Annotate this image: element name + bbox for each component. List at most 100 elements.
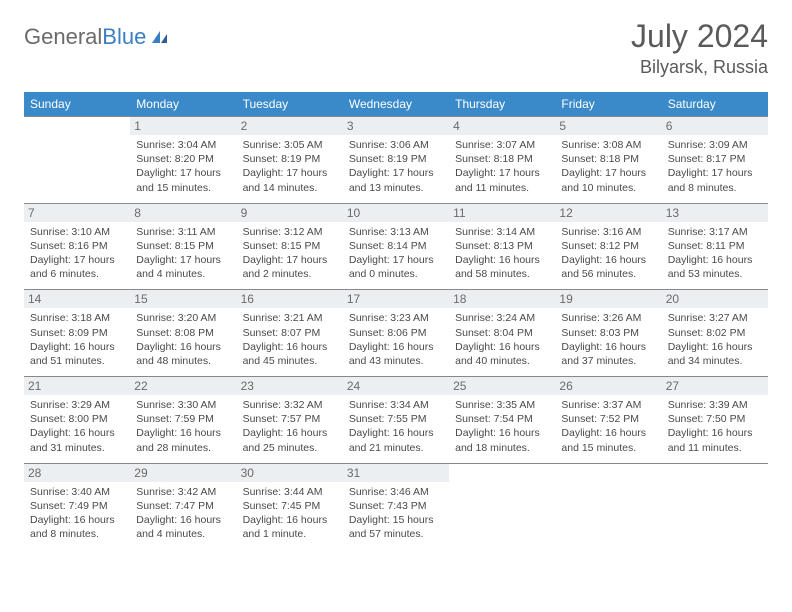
day-details: Sunrise: 3:37 AMSunset: 7:52 PMDaylight:… bbox=[561, 398, 655, 455]
day-number: 16 bbox=[237, 290, 343, 308]
sunrise-text: Sunrise: 3:14 AM bbox=[455, 225, 549, 239]
calendar-body: .1Sunrise: 3:04 AMSunset: 8:20 PMDayligh… bbox=[24, 117, 768, 550]
day-number: 17 bbox=[343, 290, 449, 308]
day-number: 8 bbox=[130, 204, 236, 222]
calendar-row: .1Sunrise: 3:04 AMSunset: 8:20 PMDayligh… bbox=[24, 117, 768, 204]
calendar-cell: 18Sunrise: 3:24 AMSunset: 8:04 PMDayligh… bbox=[449, 290, 555, 377]
calendar-cell: 16Sunrise: 3:21 AMSunset: 8:07 PMDayligh… bbox=[237, 290, 343, 377]
col-saturday: Saturday bbox=[662, 92, 768, 117]
calendar-cell: 13Sunrise: 3:17 AMSunset: 8:11 PMDayligh… bbox=[662, 203, 768, 290]
daylight-text: Daylight: 17 hours and 8 minutes. bbox=[668, 166, 762, 194]
day-number: 27 bbox=[662, 377, 768, 395]
logo-part1: General bbox=[24, 24, 102, 49]
day-number: 28 bbox=[24, 464, 130, 482]
calendar-cell: . bbox=[24, 117, 130, 204]
calendar-cell: 6Sunrise: 3:09 AMSunset: 8:17 PMDaylight… bbox=[662, 117, 768, 204]
calendar-cell: 5Sunrise: 3:08 AMSunset: 8:18 PMDaylight… bbox=[555, 117, 661, 204]
day-number: 15 bbox=[130, 290, 236, 308]
day-details: Sunrise: 3:23 AMSunset: 8:06 PMDaylight:… bbox=[349, 311, 443, 368]
location: Bilyarsk, Russia bbox=[631, 57, 768, 78]
sunset-text: Sunset: 8:14 PM bbox=[349, 239, 443, 253]
calendar-cell: 9Sunrise: 3:12 AMSunset: 8:15 PMDaylight… bbox=[237, 203, 343, 290]
calendar-cell: 3Sunrise: 3:06 AMSunset: 8:19 PMDaylight… bbox=[343, 117, 449, 204]
sunrise-text: Sunrise: 3:16 AM bbox=[561, 225, 655, 239]
daylight-text: Daylight: 17 hours and 14 minutes. bbox=[243, 166, 337, 194]
calendar-cell: 15Sunrise: 3:20 AMSunset: 8:08 PMDayligh… bbox=[130, 290, 236, 377]
day-details: Sunrise: 3:44 AMSunset: 7:45 PMDaylight:… bbox=[243, 485, 337, 542]
daylight-text: Daylight: 16 hours and 40 minutes. bbox=[455, 340, 549, 368]
calendar-cell: 26 Sunrise: 3:37 AMSunset: 7:52 PMDayligh… bbox=[555, 377, 661, 464]
calendar-cell: . bbox=[449, 463, 555, 549]
weekday-header-row: Sunday Monday Tuesday Wednesday Thursday… bbox=[24, 92, 768, 117]
sunset-text: Sunset: 8:08 PM bbox=[136, 326, 230, 340]
sunrise-text: Sunrise: 3:29 AM bbox=[30, 398, 124, 412]
calendar-cell: 27Sunrise: 3:39 AMSunset: 7:50 PMDayligh… bbox=[662, 377, 768, 464]
calendar-cell: 11Sunrise: 3:14 AMSunset: 8:13 PMDayligh… bbox=[449, 203, 555, 290]
sunset-text: Sunset: 8:20 PM bbox=[136, 152, 230, 166]
sunset-text: Sunset: 8:04 PM bbox=[455, 326, 549, 340]
sunrise-text: Sunrise: 3:07 AM bbox=[455, 138, 549, 152]
calendar-cell: 12Sunrise: 3:16 AMSunset: 8:12 PMDayligh… bbox=[555, 203, 661, 290]
daylight-text: Daylight: 17 hours and 10 minutes. bbox=[561, 166, 655, 194]
sunrise-text: Sunrise: 3:10 AM bbox=[30, 225, 124, 239]
day-details: Sunrise: 3:27 AMSunset: 8:02 PMDaylight:… bbox=[668, 311, 762, 368]
day-details: Sunrise: 3:30 AMSunset: 7:59 PMDaylight:… bbox=[136, 398, 230, 455]
sunrise-text: Sunrise: 3:34 AM bbox=[349, 398, 443, 412]
day-number: 14 bbox=[24, 290, 130, 308]
daylight-text: Daylight: 16 hours and 4 minutes. bbox=[136, 513, 230, 541]
day-number: 31 bbox=[343, 464, 449, 482]
day-details: Sunrise: 3:29 AMSunset: 8:00 PMDaylight:… bbox=[30, 398, 124, 455]
calendar-cell: 2Sunrise: 3:05 AMSunset: 8:19 PMDaylight… bbox=[237, 117, 343, 204]
daylight-text: Daylight: 16 hours and 28 minutes. bbox=[136, 426, 230, 454]
day-details: Sunrise: 3:35 AMSunset: 7:54 PMDaylight:… bbox=[455, 398, 549, 455]
sunrise-text: Sunrise: 3:17 AM bbox=[668, 225, 762, 239]
sunrise-text: Sunrise: 3:35 AM bbox=[455, 398, 549, 412]
calendar-cell: . bbox=[662, 463, 768, 549]
sunset-text: Sunset: 8:17 PM bbox=[668, 152, 762, 166]
sunset-text: Sunset: 8:12 PM bbox=[561, 239, 655, 253]
day-number: 25 bbox=[449, 377, 555, 395]
day-number: 12 bbox=[555, 204, 661, 222]
day-details: Sunrise: 3:18 AMSunset: 8:09 PMDaylight:… bbox=[30, 311, 124, 368]
sunset-text: Sunset: 8:15 PM bbox=[136, 239, 230, 253]
logo-text: GeneralBlue bbox=[24, 24, 146, 50]
sunrise-text: Sunrise: 3:24 AM bbox=[455, 311, 549, 325]
calendar-cell: 23Sunrise: 3:32 AMSunset: 7:57 PMDayligh… bbox=[237, 377, 343, 464]
calendar-cell: 8 Sunrise: 3:11 AMSunset: 8:15 PMDaylight… bbox=[130, 203, 236, 290]
daylight-text: Daylight: 17 hours and 6 minutes. bbox=[30, 253, 124, 281]
daylight-text: Daylight: 16 hours and 15 minutes. bbox=[561, 426, 655, 454]
calendar-cell: 1Sunrise: 3:04 AMSunset: 8:20 PMDaylight… bbox=[130, 117, 236, 204]
daylight-text: Daylight: 17 hours and 4 minutes. bbox=[136, 253, 230, 281]
day-details: Sunrise: 3:11 AMSunset: 8:15 PMDaylight:… bbox=[136, 225, 230, 282]
daylight-text: Daylight: 16 hours and 45 minutes. bbox=[243, 340, 337, 368]
sunset-text: Sunset: 7:57 PM bbox=[243, 412, 337, 426]
sunset-text: Sunset: 8:00 PM bbox=[30, 412, 124, 426]
sunset-text: Sunset: 8:07 PM bbox=[243, 326, 337, 340]
day-number: 7 bbox=[24, 204, 130, 222]
sunrise-text: Sunrise: 3:06 AM bbox=[349, 138, 443, 152]
day-number: 13 bbox=[662, 204, 768, 222]
col-sunday: Sunday bbox=[24, 92, 130, 117]
day-details: Sunrise: 3:05 AMSunset: 8:19 PMDaylight:… bbox=[243, 138, 337, 195]
daylight-text: Daylight: 16 hours and 18 minutes. bbox=[455, 426, 549, 454]
calendar-cell: 10Sunrise: 3:13 AMSunset: 8:14 PMDayligh… bbox=[343, 203, 449, 290]
day-details: Sunrise: 3:10 AMSunset: 8:16 PMDaylight:… bbox=[30, 225, 124, 282]
sunrise-text: Sunrise: 3:26 AM bbox=[561, 311, 655, 325]
day-number: 26 bbox=[555, 377, 661, 395]
calendar-cell: 14 Sunrise: 3:18 AMSunset: 8:09 PMDayligh… bbox=[24, 290, 130, 377]
sunset-text: Sunset: 7:50 PM bbox=[668, 412, 762, 426]
calendar-row: 21Sunrise: 3:29 AMSunset: 8:00 PMDayligh… bbox=[24, 377, 768, 464]
calendar-cell: 21Sunrise: 3:29 AMSunset: 8:00 PMDayligh… bbox=[24, 377, 130, 464]
day-details: Sunrise: 3:12 AMSunset: 8:15 PMDaylight:… bbox=[243, 225, 337, 282]
day-details: Sunrise: 3:26 AMSunset: 8:03 PMDaylight:… bbox=[561, 311, 655, 368]
sunset-text: Sunset: 8:19 PM bbox=[349, 152, 443, 166]
sunrise-text: Sunrise: 3:44 AM bbox=[243, 485, 337, 499]
sunset-text: Sunset: 8:09 PM bbox=[30, 326, 124, 340]
day-details: Sunrise: 3:07 AMSunset: 8:18 PMDaylight:… bbox=[455, 138, 549, 195]
title-block: July 2024 Bilyarsk, Russia bbox=[631, 18, 768, 78]
day-details: Sunrise: 3:14 AMSunset: 8:13 PMDaylight:… bbox=[455, 225, 549, 282]
sunset-text: Sunset: 7:49 PM bbox=[30, 499, 124, 513]
daylight-text: Daylight: 17 hours and 13 minutes. bbox=[349, 166, 443, 194]
sunset-text: Sunset: 7:59 PM bbox=[136, 412, 230, 426]
sunset-text: Sunset: 7:54 PM bbox=[455, 412, 549, 426]
